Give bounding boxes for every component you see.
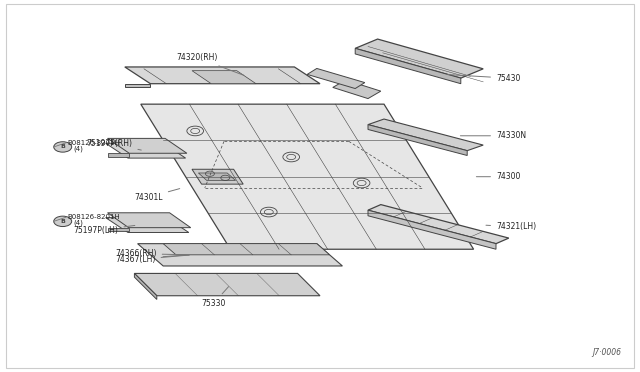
Polygon shape [106, 218, 189, 232]
Polygon shape [198, 173, 236, 180]
Polygon shape [141, 104, 474, 249]
Polygon shape [368, 119, 483, 151]
Text: 75330: 75330 [202, 287, 228, 308]
Polygon shape [355, 48, 461, 84]
Polygon shape [125, 67, 320, 84]
Polygon shape [134, 273, 320, 296]
Polygon shape [307, 68, 365, 89]
Polygon shape [368, 205, 509, 244]
Polygon shape [192, 169, 243, 184]
Text: 74367(LH): 74367(LH) [115, 255, 189, 264]
Polygon shape [108, 138, 187, 153]
Polygon shape [355, 39, 483, 78]
Polygon shape [108, 228, 129, 231]
Polygon shape [163, 244, 330, 255]
Polygon shape [134, 273, 157, 299]
Text: B08126-8201H: B08126-8201H [67, 214, 120, 220]
Polygon shape [368, 210, 496, 249]
Text: (4): (4) [74, 145, 83, 152]
Polygon shape [333, 80, 381, 99]
Polygon shape [106, 143, 186, 158]
Text: 75430: 75430 [447, 74, 520, 83]
Text: 74300: 74300 [476, 172, 520, 181]
Text: J7·0006: J7·0006 [592, 348, 621, 357]
Polygon shape [138, 244, 342, 266]
Polygon shape [125, 84, 150, 87]
Text: (4): (4) [74, 220, 83, 227]
Circle shape [54, 216, 72, 227]
Text: 74301L: 74301L [134, 189, 180, 202]
Polygon shape [368, 125, 467, 155]
Polygon shape [108, 213, 191, 228]
Polygon shape [192, 71, 256, 84]
Text: B: B [60, 144, 65, 150]
Text: B: B [60, 219, 65, 224]
Text: 74320(RH): 74320(RH) [176, 53, 244, 75]
Circle shape [54, 142, 72, 152]
Text: 74321(LH): 74321(LH) [486, 222, 536, 231]
Text: 74330N: 74330N [460, 131, 526, 140]
Text: 74366(RH): 74366(RH) [115, 249, 189, 258]
Text: B08126-8201H: B08126-8201H [67, 140, 120, 146]
Text: 75197P(RH): 75197P(RH) [86, 139, 141, 150]
Polygon shape [108, 153, 129, 157]
Text: 75197P(LH): 75197P(LH) [74, 225, 135, 235]
